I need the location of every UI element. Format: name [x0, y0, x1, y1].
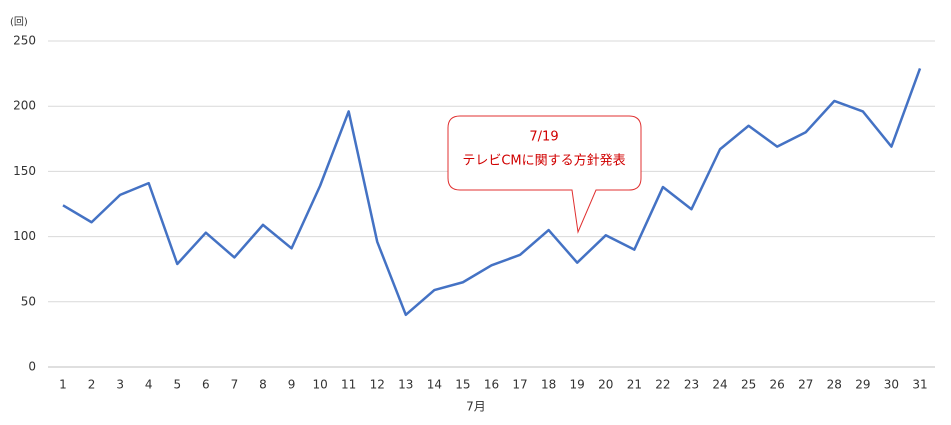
x-tick-label: 15	[455, 378, 470, 392]
x-tick-label: 6	[202, 378, 210, 392]
y-tick-label: 0	[28, 360, 36, 374]
x-tick-label: 16	[484, 378, 499, 392]
annotation: 7/19 テレビCMに関する方針発表	[447, 115, 642, 234]
y-tick-label: 100	[13, 229, 36, 243]
annotation-date: 7/19	[529, 130, 558, 145]
x-tick-label: 26	[770, 378, 785, 392]
x-tick-label: 5	[173, 378, 181, 392]
y-unit: (回)	[10, 16, 28, 28]
x-tick-label: 4	[145, 378, 153, 392]
x-tick-label: 13	[398, 378, 413, 392]
x-tick-label: 27	[798, 378, 813, 392]
x-tick-label: 18	[541, 378, 556, 392]
y-tick-label: 250	[13, 34, 36, 48]
x-tick-label: 23	[684, 378, 699, 392]
x-tick-label: 10	[312, 378, 327, 392]
x-tick-label: 2	[88, 378, 96, 392]
x-tick-label: 20	[598, 378, 613, 392]
x-tick-label: 7	[231, 378, 239, 392]
x-tick-label: 30	[884, 378, 899, 392]
line	[62, 67, 922, 317]
x-tick-label: 14	[427, 378, 442, 392]
x-tick-label: 19	[570, 378, 585, 392]
x-tick-label: 1	[59, 378, 67, 392]
x-tick-label: 12	[370, 378, 385, 392]
x-tick-label: 29	[855, 378, 870, 392]
x-tick-label: 22	[655, 378, 670, 392]
x-tick-label: 28	[827, 378, 842, 392]
x-tick-label: 25	[741, 378, 756, 392]
x-tick-label: 17	[512, 378, 527, 392]
x-tick-label: 31	[912, 378, 927, 392]
annotation-text: テレビCMに関する方針発表	[462, 153, 625, 169]
x-tick-label: 11	[341, 378, 356, 392]
x-tick-label: 8	[259, 378, 267, 392]
x-tick-label: 3	[116, 378, 124, 392]
x-tick-label: 21	[627, 378, 642, 392]
callout	[447, 115, 642, 234]
x-axis-label: 7月	[466, 400, 486, 414]
x-tick-label: 24	[712, 378, 727, 392]
y-tick-label: 200	[13, 99, 36, 113]
y-tick-label: 150	[13, 164, 36, 178]
y-tick-label: 50	[21, 294, 36, 308]
x-tick-label: 9	[288, 378, 296, 392]
